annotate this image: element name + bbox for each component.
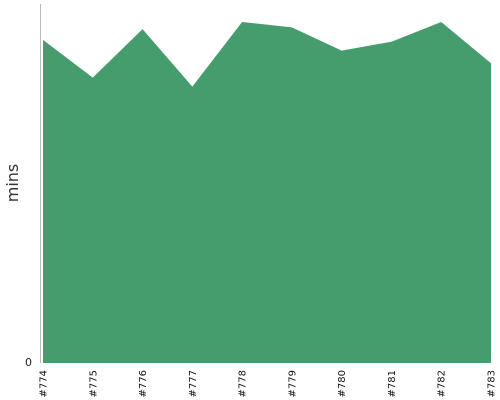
x-tick-label: #775 bbox=[88, 370, 99, 397]
x-ticks: #774 #775 #776 #777 #778 #779 #780 #781 #782 #783 bbox=[39, 370, 498, 397]
series-area bbox=[43, 21, 491, 363]
x-tick-label: #774 bbox=[39, 370, 50, 397]
x-tick-label: #780 bbox=[337, 370, 348, 397]
x-tick-label: #776 bbox=[138, 370, 149, 397]
x-tick-label: #778 bbox=[238, 370, 249, 397]
y-ticks: 0 bbox=[25, 356, 32, 369]
x-tick-label: #779 bbox=[287, 370, 298, 397]
x-tick-label: #781 bbox=[387, 370, 398, 397]
x-tick-label: #782 bbox=[437, 370, 448, 397]
x-tick-label: #777 bbox=[188, 370, 199, 397]
x-tick-label: #783 bbox=[487, 370, 498, 397]
y-axis-label: mins bbox=[3, 164, 22, 203]
y-tick-label: 0 bbox=[25, 356, 32, 369]
area-layer bbox=[43, 21, 491, 363]
